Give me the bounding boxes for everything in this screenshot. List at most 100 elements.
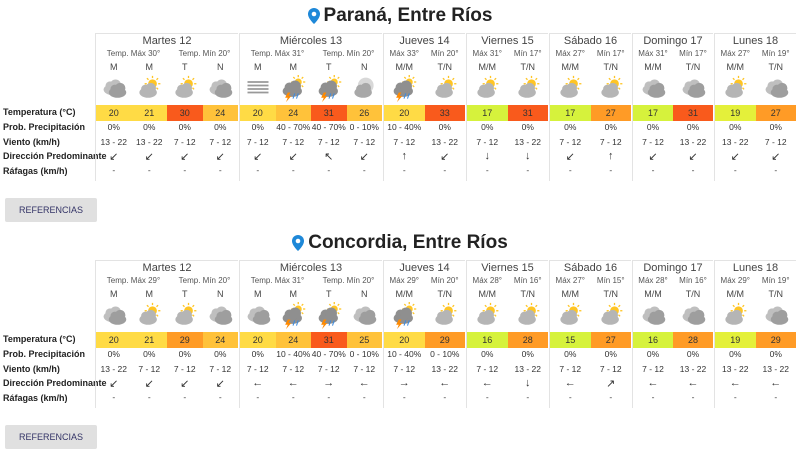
- direction: ↑: [401, 150, 408, 162]
- temperature-cell: 24: [202, 332, 238, 348]
- weather-icon: [204, 75, 236, 103]
- temperature-cell: 17: [467, 105, 508, 121]
- period-label: M: [254, 289, 262, 299]
- period-label: M/M: [726, 289, 745, 299]
- direction: ↙: [144, 151, 154, 163]
- references-button[interactable]: REFERENCIAS: [5, 198, 97, 222]
- direction: ↙: [359, 151, 369, 163]
- header-rule: [96, 260, 238, 261]
- precipitation: 0%: [564, 122, 577, 132]
- period-label: N: [217, 289, 224, 299]
- temperature-cell: 19: [715, 332, 756, 348]
- direction: →: [398, 377, 410, 389]
- precipitation: 40 - 70%: [311, 122, 346, 132]
- temperature-cell: 17: [550, 105, 591, 121]
- header-rule: [715, 33, 796, 34]
- gusts: -: [733, 392, 737, 402]
- precipitation: 0%: [438, 122, 451, 132]
- temperature-cell: 24: [275, 105, 311, 121]
- row-label: Dirección Predominante: [3, 151, 107, 161]
- gusts: -: [443, 392, 447, 402]
- precipitation: 0%: [686, 122, 700, 132]
- column-separator: [383, 260, 384, 408]
- gusts: -: [651, 392, 655, 402]
- direction: ↗: [606, 378, 616, 390]
- weather-icon: [429, 75, 461, 103]
- precipitation: 10 - 40%: [387, 122, 422, 132]
- weather-icon: [719, 302, 751, 330]
- wind: 7 - 12: [317, 364, 340, 374]
- wind: 7 - 12: [642, 364, 664, 374]
- gusts: -: [568, 392, 572, 402]
- period-label: T/N: [603, 289, 619, 299]
- period-label: T/N: [768, 62, 784, 72]
- direction: ↙: [771, 151, 781, 163]
- wind: 7 - 12: [209, 364, 232, 374]
- period-label: T/N: [768, 289, 784, 299]
- wind: 7 - 12: [138, 364, 161, 374]
- precipitation: 0%: [729, 122, 742, 132]
- header-rule: [467, 33, 548, 34]
- wind: 7 - 12: [642, 137, 664, 147]
- column-separator: [95, 260, 96, 408]
- temperature-cell: 20: [96, 332, 132, 348]
- wind: 13 - 22: [679, 364, 707, 374]
- references-button[interactable]: REFERENCIAS: [5, 425, 97, 449]
- temperature-cell: 31: [673, 105, 713, 121]
- temp-max: Máx 31°: [638, 49, 668, 58]
- period-label: T: [326, 289, 332, 299]
- direction: ↙: [144, 378, 154, 390]
- weather-icon: [677, 302, 709, 330]
- period-label: M/M: [644, 62, 662, 72]
- temperature-cell: 33: [424, 105, 465, 121]
- precipitation: 0%: [604, 349, 617, 359]
- gusts: -: [568, 165, 572, 175]
- precipitation: 0%: [143, 122, 156, 132]
- column-separator: [549, 33, 550, 181]
- precipitation: 0%: [646, 122, 660, 132]
- period-label: T/N: [520, 289, 536, 299]
- period-label: T/N: [520, 62, 536, 72]
- wind: 13 - 22: [136, 137, 163, 147]
- period-label: T/N: [437, 62, 453, 72]
- temp-min: Mín 16°: [513, 276, 542, 285]
- day-name: Lunes 18: [732, 262, 779, 274]
- period-label: T/N: [685, 289, 701, 299]
- precipitation: 0%: [481, 349, 494, 359]
- temp-min: Temp. Mín 20°: [178, 49, 231, 58]
- temperature-cell: 16: [467, 332, 508, 348]
- temperature-cell: 15: [550, 332, 591, 348]
- gusts: -: [256, 392, 260, 402]
- precipitation: 0%: [646, 349, 660, 359]
- gusts: -: [291, 165, 295, 175]
- header-rule: [467, 260, 548, 261]
- gusts: -: [147, 392, 151, 402]
- period-label: N: [217, 62, 224, 72]
- period-label: M/M: [395, 289, 414, 299]
- period-label: T: [182, 62, 188, 72]
- temp-min: Mín 17°: [679, 49, 707, 58]
- panel-title: Paraná, Entre Ríos: [0, 4, 800, 28]
- wind: 13 - 22: [431, 137, 458, 147]
- direction: ←: [358, 377, 370, 389]
- gusts: -: [609, 392, 613, 402]
- temp-min: Mín 17°: [513, 49, 542, 58]
- direction: ↙: [109, 378, 119, 390]
- wind: 7 - 12: [599, 137, 622, 147]
- row-label: Prob. Precipitación: [3, 122, 86, 132]
- gusts: -: [526, 165, 530, 175]
- direction: ↙: [288, 151, 298, 163]
- weather-icon: [98, 75, 130, 103]
- row-label: Temperatura (°C): [3, 107, 76, 117]
- temperature-cell: 17: [633, 105, 673, 121]
- header-rule: [384, 33, 465, 34]
- gusts: -: [733, 165, 737, 175]
- period-label: M/M: [478, 62, 497, 72]
- temp-max: Máx 28°: [638, 276, 668, 285]
- period-label: M: [110, 289, 118, 299]
- day-name: Viernes 15: [481, 262, 534, 274]
- period-label: M: [110, 62, 118, 72]
- column-separator: [466, 260, 467, 408]
- temperature-cell: 27: [755, 105, 796, 121]
- day-name: Miércoles 13: [279, 262, 343, 274]
